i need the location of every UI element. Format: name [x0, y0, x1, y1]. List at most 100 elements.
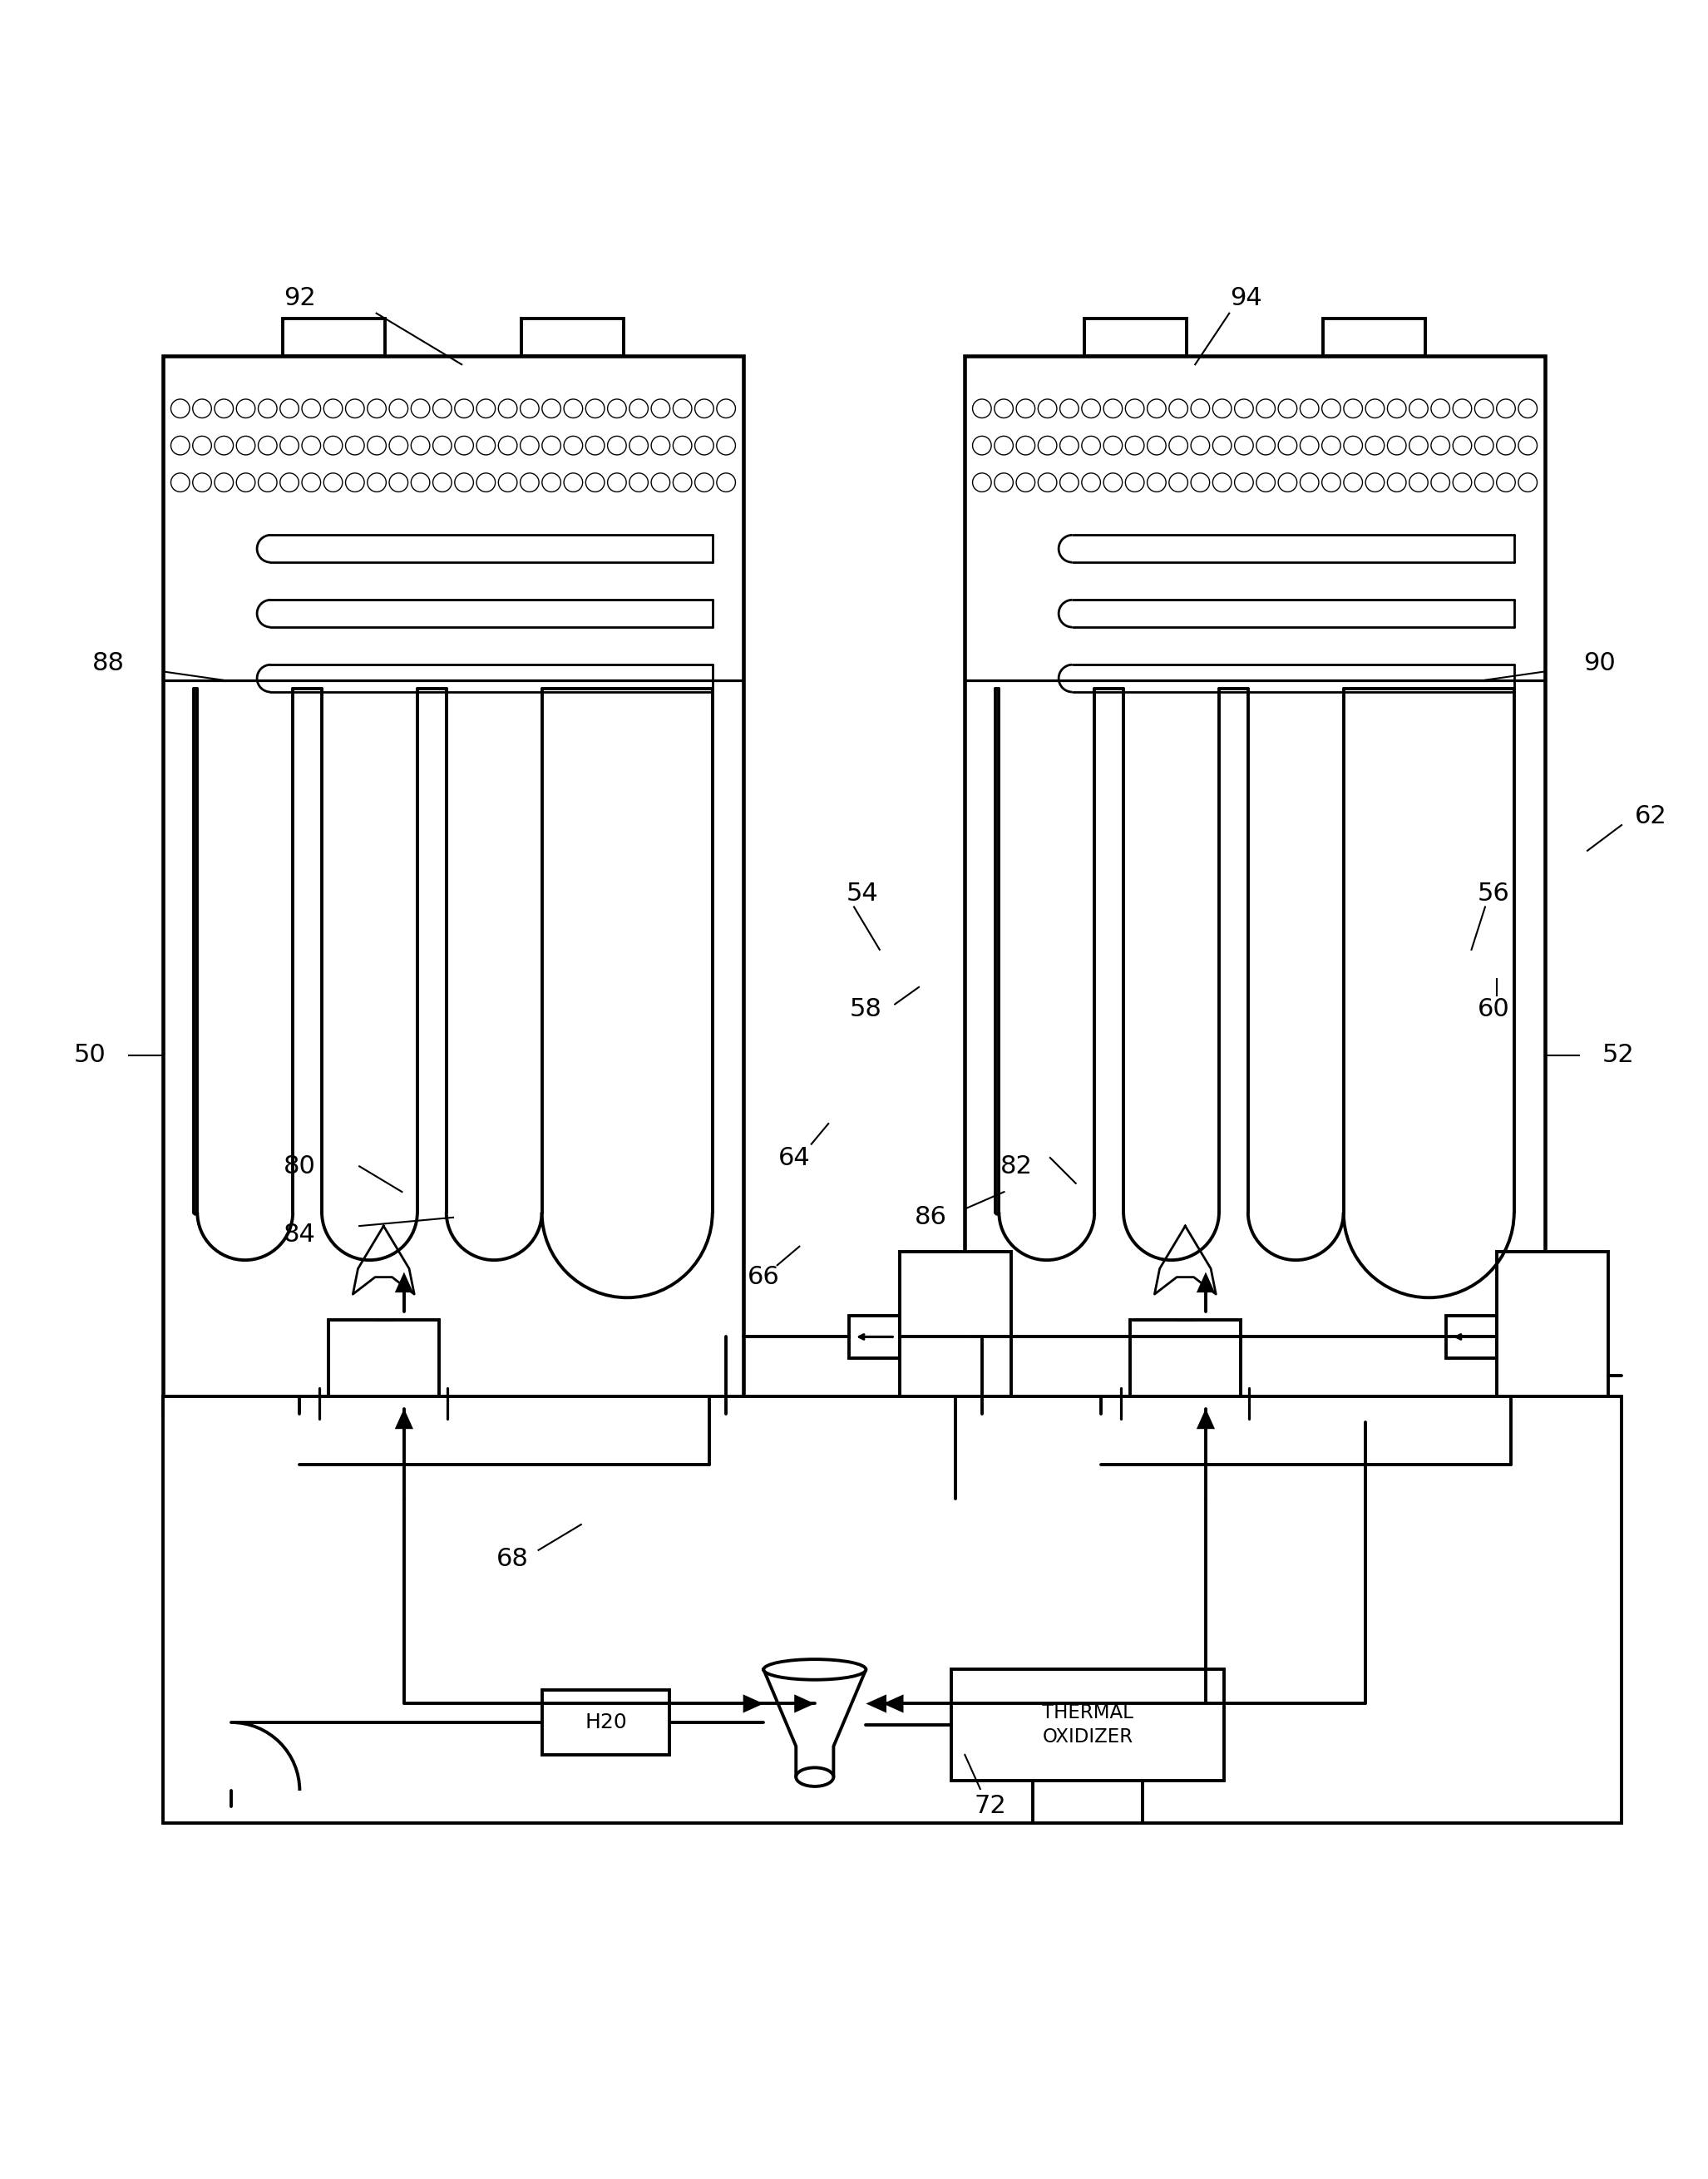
Bar: [849, 1316, 900, 1358]
Circle shape: [1496, 436, 1515, 455]
Circle shape: [1103, 399, 1122, 418]
Circle shape: [1300, 436, 1319, 455]
Circle shape: [345, 399, 364, 418]
Bar: [164, 355, 743, 1414]
Circle shape: [629, 436, 647, 455]
Circle shape: [695, 436, 714, 455]
Circle shape: [994, 473, 1013, 492]
Circle shape: [171, 436, 190, 455]
Ellipse shape: [796, 1767, 834, 1787]
Circle shape: [1038, 399, 1057, 418]
Circle shape: [1148, 399, 1167, 418]
Circle shape: [1103, 473, 1122, 492]
Circle shape: [302, 436, 321, 455]
Circle shape: [193, 473, 212, 492]
Circle shape: [1496, 399, 1515, 418]
Circle shape: [280, 473, 299, 492]
Circle shape: [345, 436, 364, 455]
Circle shape: [1365, 436, 1383, 455]
Circle shape: [280, 399, 299, 418]
Circle shape: [1300, 473, 1319, 492]
Text: 50: 50: [73, 1044, 106, 1068]
Circle shape: [389, 473, 408, 492]
Bar: [1085, 318, 1187, 355]
Text: 64: 64: [779, 1146, 810, 1170]
Circle shape: [1431, 473, 1450, 492]
Circle shape: [1038, 436, 1057, 455]
Circle shape: [1213, 399, 1231, 418]
Text: 82: 82: [999, 1155, 1032, 1179]
Circle shape: [972, 473, 991, 492]
Polygon shape: [395, 1408, 413, 1429]
Circle shape: [1278, 436, 1296, 455]
Bar: [541, 1691, 670, 1754]
Text: 84: 84: [284, 1222, 316, 1246]
Circle shape: [521, 436, 540, 455]
Circle shape: [477, 399, 495, 418]
Circle shape: [695, 473, 714, 492]
Circle shape: [994, 436, 1013, 455]
Circle shape: [236, 473, 254, 492]
Circle shape: [1126, 436, 1144, 455]
Circle shape: [1190, 473, 1209, 492]
Circle shape: [302, 473, 321, 492]
Circle shape: [608, 473, 627, 492]
Circle shape: [541, 399, 560, 418]
Circle shape: [608, 436, 627, 455]
Text: 86: 86: [914, 1205, 946, 1229]
Circle shape: [1016, 473, 1035, 492]
Circle shape: [389, 436, 408, 455]
Circle shape: [629, 399, 647, 418]
Polygon shape: [743, 1695, 763, 1713]
Circle shape: [1496, 473, 1515, 492]
Circle shape: [673, 399, 692, 418]
Circle shape: [412, 473, 430, 492]
Circle shape: [1518, 473, 1537, 492]
Circle shape: [608, 399, 627, 418]
Circle shape: [477, 473, 495, 492]
Circle shape: [1168, 399, 1187, 418]
Circle shape: [1454, 399, 1472, 418]
Circle shape: [1257, 436, 1276, 455]
Circle shape: [1278, 399, 1296, 418]
Circle shape: [695, 399, 714, 418]
Circle shape: [193, 399, 212, 418]
Circle shape: [1518, 399, 1537, 418]
Circle shape: [586, 473, 605, 492]
Circle shape: [629, 473, 647, 492]
Circle shape: [325, 436, 343, 455]
Circle shape: [236, 436, 254, 455]
Circle shape: [673, 436, 692, 455]
Circle shape: [1518, 436, 1537, 455]
Circle shape: [1016, 436, 1035, 455]
Circle shape: [302, 399, 321, 418]
Circle shape: [1103, 436, 1122, 455]
Circle shape: [1454, 473, 1472, 492]
Bar: [282, 318, 384, 355]
Circle shape: [258, 399, 277, 418]
Bar: [164, 1397, 1621, 1824]
Circle shape: [215, 399, 234, 418]
Circle shape: [521, 399, 540, 418]
Bar: [965, 355, 1544, 1414]
Circle shape: [1213, 436, 1231, 455]
Circle shape: [412, 399, 430, 418]
Circle shape: [521, 473, 540, 492]
Circle shape: [1038, 473, 1057, 492]
Text: 62: 62: [1635, 804, 1667, 828]
Circle shape: [1148, 473, 1167, 492]
Circle shape: [1257, 399, 1276, 418]
Circle shape: [1474, 399, 1493, 418]
Circle shape: [541, 473, 560, 492]
Polygon shape: [1197, 1408, 1214, 1429]
Circle shape: [673, 473, 692, 492]
Polygon shape: [794, 1695, 815, 1713]
Circle shape: [541, 436, 560, 455]
Circle shape: [1365, 473, 1383, 492]
Circle shape: [499, 473, 518, 492]
Circle shape: [1409, 473, 1428, 492]
Circle shape: [454, 473, 473, 492]
Circle shape: [258, 473, 277, 492]
Circle shape: [215, 473, 234, 492]
Circle shape: [454, 399, 473, 418]
